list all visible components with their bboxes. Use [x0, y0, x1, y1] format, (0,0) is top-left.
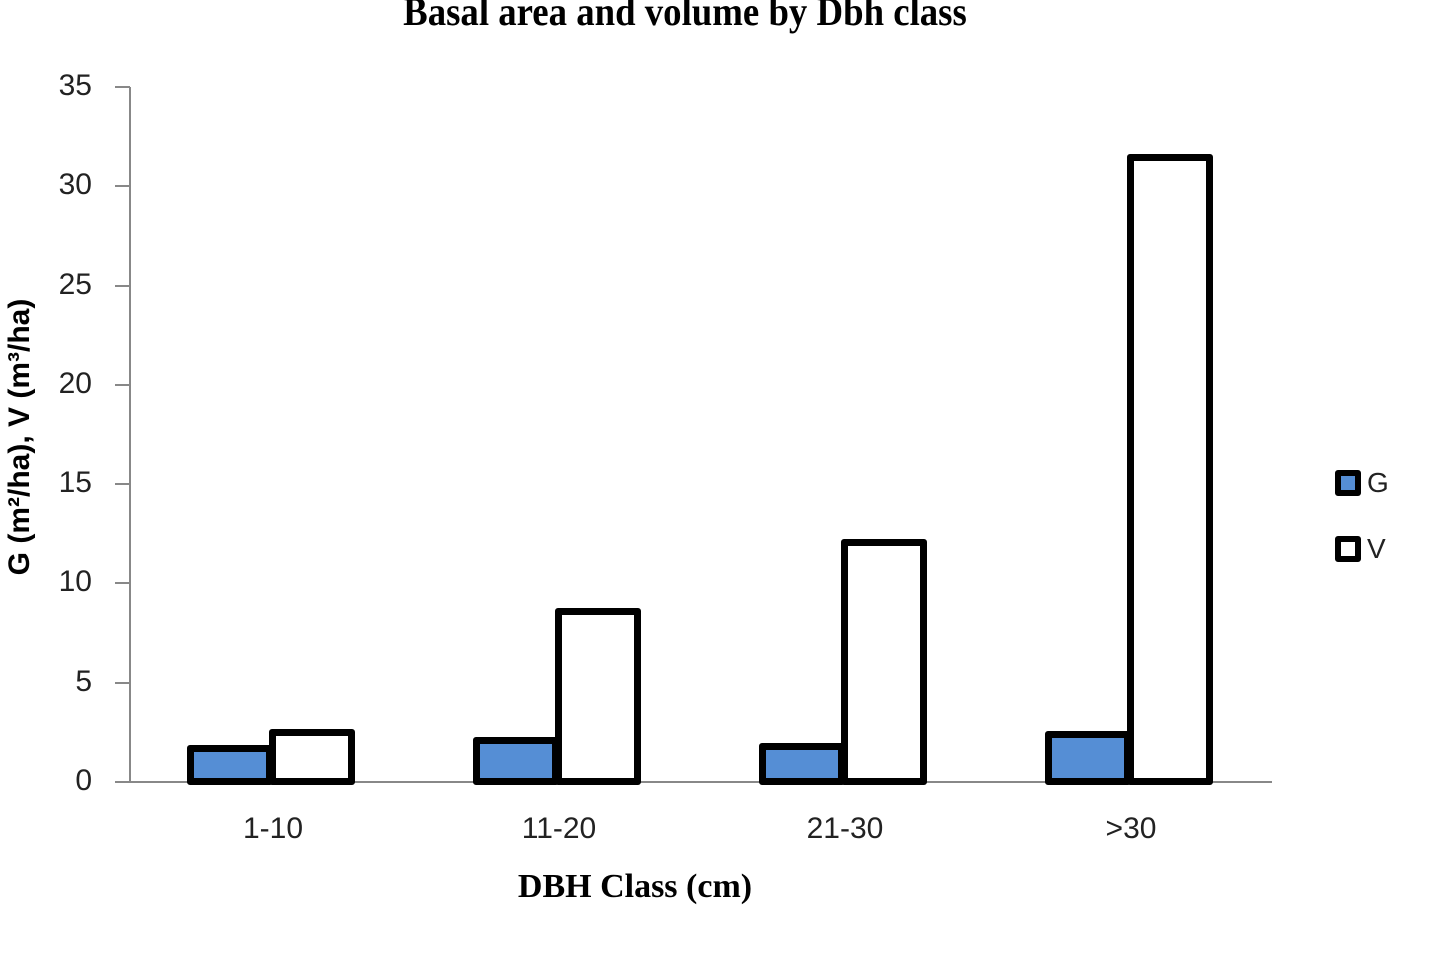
- bar-g-2: [759, 743, 845, 785]
- y-tick: [115, 681, 130, 684]
- legend: G V: [1335, 450, 1389, 582]
- x-tick-label: 21-30: [806, 812, 884, 845]
- legend-label-g: G: [1367, 467, 1389, 498]
- y-tick: [115, 284, 130, 287]
- y-tick: [115, 483, 130, 486]
- y-axis-line: [129, 87, 131, 783]
- y-tick: [115, 582, 130, 585]
- y-tick: [115, 781, 130, 783]
- bar-v-0: [269, 729, 355, 785]
- y-tick-label: 10: [58, 565, 92, 599]
- x-tick-label: >30: [1105, 812, 1157, 845]
- bar-v-3: [1127, 153, 1213, 785]
- chart-title: Basal area and volume by Dbh class: [403, 0, 967, 34]
- bar-v-1: [555, 608, 641, 785]
- legend-swatch-v: [1335, 536, 1361, 562]
- bar-g-1: [473, 737, 559, 785]
- legend-item-g: G: [1335, 450, 1389, 516]
- x-axis-label: DBH Class (cm): [517, 868, 753, 905]
- bar-v-2: [841, 538, 927, 785]
- y-tick-label: 25: [58, 267, 92, 301]
- y-tick: [115, 86, 130, 88]
- y-tick-label: 0: [75, 764, 92, 797]
- y-tick-label: 5: [75, 664, 92, 698]
- x-tick-label: 1-10: [242, 812, 304, 845]
- bar-g-0: [187, 745, 273, 785]
- y-tick-label: 30: [58, 168, 92, 202]
- legend-label-v: V: [1367, 533, 1386, 564]
- x-tick-label: 11-20: [521, 812, 597, 845]
- y-tick: [115, 383, 130, 386]
- x-axis-line: [115, 781, 1272, 783]
- y-tick-label: 15: [58, 466, 92, 500]
- bar-g-3: [1045, 731, 1131, 785]
- y-tick-label: 20: [58, 366, 92, 400]
- y-tick: [115, 185, 130, 188]
- legend-swatch-g: [1335, 470, 1361, 496]
- y-tick-label: 35: [58, 69, 92, 102]
- legend-item-v: V: [1335, 516, 1389, 582]
